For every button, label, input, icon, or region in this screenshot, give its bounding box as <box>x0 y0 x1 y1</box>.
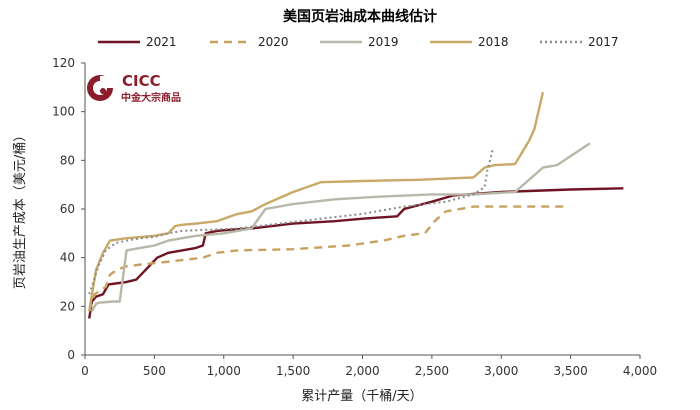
x-tick-label: 500 <box>143 364 166 378</box>
logo-brand: CICC <box>122 72 161 90</box>
y-tick-label: 0 <box>67 348 75 362</box>
series-line-2020 <box>88 205 564 312</box>
x-tick-label: 1,500 <box>276 364 310 378</box>
series-group <box>88 91 624 319</box>
brand-logo: CICC 中金大宗商品 <box>87 72 181 104</box>
y-axis-label: 页岩油生产成本（美元/桶） <box>13 129 28 289</box>
series-line-2019 <box>90 142 591 312</box>
x-tick-label: 2,500 <box>415 364 449 378</box>
y-tick-label: 20 <box>60 299 75 313</box>
x-tick-label: 3,500 <box>553 364 587 378</box>
legend-label-2021: 2021 <box>146 35 177 49</box>
legend-label-2020: 2020 <box>258 35 289 49</box>
series-line-2017 <box>88 147 494 295</box>
x-tick-label: 4,000 <box>623 364 657 378</box>
y-tick-label: 60 <box>60 202 75 216</box>
x-tick-label: 1,000 <box>207 364 241 378</box>
chart-title: 美国页岩油成本曲线估计 <box>283 8 437 25</box>
y-tick-label: 120 <box>52 56 75 70</box>
axis-ticks: 0 500 1,000 1,500 2,000 2,500 3,000 3,500 4,000 0… <box>52 56 657 378</box>
legend-label-2017: 2017 <box>588 35 619 49</box>
series-line-2018 <box>88 91 545 312</box>
y-tick-label: 100 <box>52 105 75 119</box>
legend-label-2018: 2018 <box>478 35 509 49</box>
series-line-2021 <box>88 187 624 319</box>
legend: 2021 2020 2019 2018 2017 <box>98 35 619 49</box>
cicc-logo-icon <box>87 75 114 101</box>
y-tick-label: 40 <box>60 251 75 265</box>
y-tick-label: 80 <box>60 153 75 167</box>
x-tick-label: 2,000 <box>345 364 379 378</box>
x-axis-label: 累计产量（千桶/天） <box>301 389 422 404</box>
x-tick-label: 3,000 <box>484 364 518 378</box>
logo-subtitle: 中金大宗商品 <box>121 91 181 104</box>
legend-label-2019: 2019 <box>368 35 399 49</box>
x-tick-label: 0 <box>81 364 89 378</box>
